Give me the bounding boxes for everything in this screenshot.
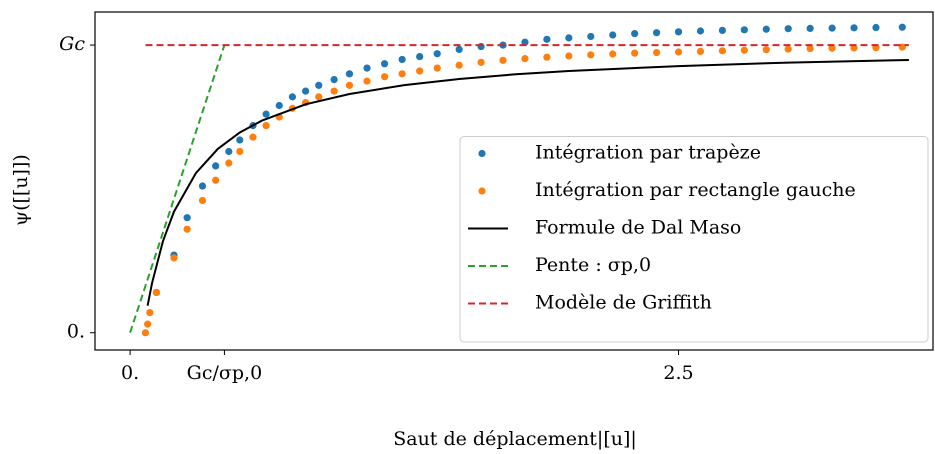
y-axis-label: ψ([[u]]) — [10, 154, 32, 226]
data-point — [146, 309, 154, 317]
legend-box — [459, 136, 929, 343]
data-point — [330, 87, 338, 95]
data-point — [609, 31, 617, 39]
line — [146, 59, 909, 306]
data-point — [225, 159, 233, 167]
data-point — [262, 110, 270, 118]
data-point — [249, 133, 257, 141]
x-axis-label: Saut de déplacement|[u]| — [393, 428, 637, 450]
legend-label: Formule de Dal Maso — [535, 217, 741, 239]
data-point — [674, 28, 683, 36]
data-point — [718, 47, 727, 55]
data-point — [784, 25, 792, 33]
data-point — [380, 73, 389, 81]
legend-label: Intégration par rectangle gauche — [535, 179, 856, 201]
data-point — [631, 29, 639, 38]
plot-frame — [94, 11, 934, 351]
data-point — [212, 176, 220, 184]
data-point — [315, 81, 323, 89]
x-tick-label: 2.5 — [663, 362, 693, 384]
data-point — [696, 47, 705, 56]
data-point — [288, 93, 297, 101]
data-point — [183, 214, 191, 222]
data-point — [380, 60, 389, 68]
data-point — [740, 26, 748, 34]
x-tick-label: Gc/σp,0 — [187, 362, 262, 384]
data-point — [521, 55, 529, 63]
data-point — [762, 46, 770, 54]
legend-label: Modèle de Griffith — [535, 292, 712, 314]
data-point — [455, 61, 463, 69]
data-point — [275, 101, 283, 110]
data-point — [183, 225, 191, 233]
data-point — [718, 26, 727, 35]
data-point — [236, 136, 244, 144]
y-tick-label: 0. — [67, 321, 85, 343]
data-point — [416, 67, 424, 75]
data-point — [806, 44, 814, 53]
data-point — [433, 50, 441, 58]
legend-label: Pente : σp,0 — [535, 254, 651, 276]
data-point — [762, 25, 770, 33]
data-point — [152, 288, 161, 297]
data-point — [898, 23, 906, 31]
data-point — [499, 56, 507, 64]
data-point — [198, 196, 207, 205]
data-point — [433, 64, 441, 72]
data-point — [198, 182, 207, 190]
data-point — [212, 162, 220, 170]
data-point — [543, 53, 551, 61]
data-point — [416, 52, 424, 61]
data-point — [345, 81, 354, 89]
data-point — [850, 44, 858, 52]
data-point — [740, 46, 748, 54]
data-point — [565, 52, 573, 60]
data-point — [345, 70, 354, 78]
data-point — [363, 77, 371, 85]
legend-marker — [478, 149, 486, 158]
data-point — [477, 58, 485, 66]
x-tick-label: 0. — [121, 362, 139, 384]
data-point — [521, 38, 529, 46]
data-point — [696, 27, 705, 35]
data-point — [652, 48, 661, 57]
data-point — [631, 49, 639, 57]
data-point — [828, 44, 836, 52]
legend-label: Intégration par trapèze — [535, 142, 761, 164]
data-point — [784, 45, 792, 53]
data-point — [262, 122, 270, 130]
data-point — [144, 320, 152, 328]
data-point — [315, 93, 323, 101]
data-point — [225, 147, 233, 156]
data-point — [301, 87, 310, 95]
data-point — [828, 24, 836, 32]
line — [129, 44, 226, 334]
y-tick-label: Gc — [59, 33, 85, 55]
data-point — [652, 29, 661, 37]
data-point — [587, 32, 595, 41]
data-point — [170, 254, 178, 262]
data-point — [141, 329, 150, 337]
data-point — [236, 147, 244, 156]
data-point — [850, 24, 858, 32]
data-point — [872, 23, 880, 32]
data-point — [455, 45, 463, 53]
data-point — [398, 70, 406, 78]
data-point — [609, 50, 617, 58]
data-point — [806, 24, 814, 32]
data-point — [674, 48, 683, 56]
legend-marker — [478, 187, 486, 195]
data-point — [543, 35, 551, 43]
data-point — [363, 64, 371, 72]
data-point — [587, 51, 595, 59]
data-point — [477, 42, 485, 51]
data-point — [565, 34, 573, 42]
data-point — [398, 55, 406, 64]
data-point — [330, 76, 338, 84]
